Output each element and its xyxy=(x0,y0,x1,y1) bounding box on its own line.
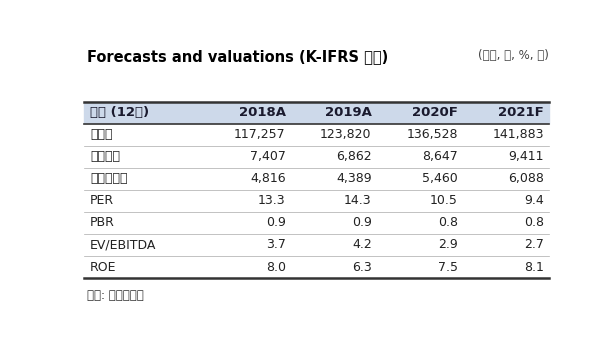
Text: 결산 (12월): 결산 (12월) xyxy=(90,106,149,119)
Text: 8.0: 8.0 xyxy=(266,261,286,274)
Text: 141,883: 141,883 xyxy=(492,128,544,141)
Text: 123,820: 123,820 xyxy=(320,128,371,141)
Text: 0.9: 0.9 xyxy=(352,216,371,229)
Text: 0.9: 0.9 xyxy=(266,216,286,229)
Text: 4,816: 4,816 xyxy=(250,172,286,185)
Text: 매출액: 매출액 xyxy=(90,128,112,141)
Text: 14.3: 14.3 xyxy=(344,194,371,207)
Text: 4,389: 4,389 xyxy=(336,172,371,185)
Bar xyxy=(84,190,550,212)
Text: 2019A: 2019A xyxy=(325,106,371,119)
Text: 117,257: 117,257 xyxy=(234,128,286,141)
Text: 7,407: 7,407 xyxy=(250,150,286,163)
Bar xyxy=(84,234,550,256)
Text: 0.8: 0.8 xyxy=(524,216,544,229)
Text: 2020F: 2020F xyxy=(412,106,458,119)
Text: 9.4: 9.4 xyxy=(524,194,544,207)
Text: 8.1: 8.1 xyxy=(524,261,544,274)
Text: 6,088: 6,088 xyxy=(508,172,544,185)
Text: 7.5: 7.5 xyxy=(437,261,458,274)
Text: 영업이익: 영업이익 xyxy=(90,150,120,163)
Text: 136,528: 136,528 xyxy=(406,128,458,141)
Text: 13.3: 13.3 xyxy=(258,194,286,207)
Bar xyxy=(84,168,550,190)
Text: 8,647: 8,647 xyxy=(422,150,458,163)
Text: PBR: PBR xyxy=(90,216,115,229)
Bar xyxy=(84,212,550,234)
Text: 9,411: 9,411 xyxy=(508,150,544,163)
Text: (억원, 원, %, 배): (억원, 원, %, 배) xyxy=(478,49,550,62)
Text: 2018A: 2018A xyxy=(239,106,286,119)
Text: 자료: 유안타증권: 자료: 유안타증권 xyxy=(86,289,143,302)
Text: ROE: ROE xyxy=(90,261,116,274)
Text: 0.8: 0.8 xyxy=(437,216,458,229)
Text: Forecasts and valuations (K-IFRS 연결): Forecasts and valuations (K-IFRS 연결) xyxy=(86,49,388,64)
Bar xyxy=(84,124,550,146)
Text: 2021F: 2021F xyxy=(498,106,544,119)
Text: 10.5: 10.5 xyxy=(430,194,458,207)
Text: PER: PER xyxy=(90,194,114,207)
Text: 지배순이익: 지배순이익 xyxy=(90,172,127,185)
Text: 5,460: 5,460 xyxy=(422,172,458,185)
Text: 3.7: 3.7 xyxy=(266,238,286,251)
Bar xyxy=(84,102,550,124)
Text: 6.3: 6.3 xyxy=(352,261,371,274)
Text: 2.7: 2.7 xyxy=(524,238,544,251)
Text: 2.9: 2.9 xyxy=(438,238,458,251)
Text: 4.2: 4.2 xyxy=(352,238,371,251)
Text: EV/EBITDA: EV/EBITDA xyxy=(90,238,156,251)
Bar xyxy=(84,146,550,168)
Text: 6,862: 6,862 xyxy=(336,150,371,163)
Bar xyxy=(84,256,550,278)
